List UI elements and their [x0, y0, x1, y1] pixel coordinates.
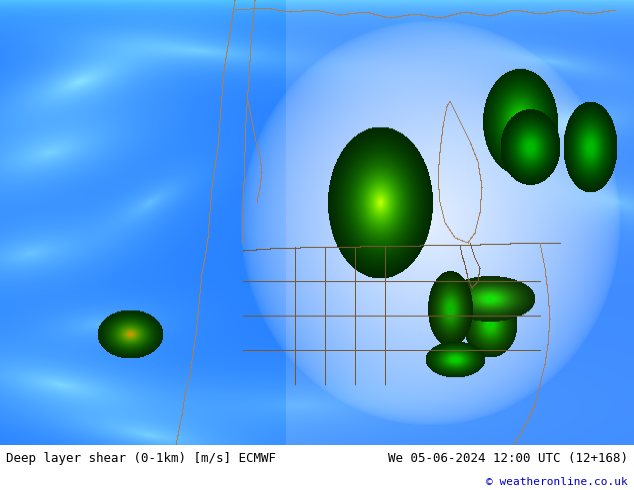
- Text: © weatheronline.co.uk: © weatheronline.co.uk: [486, 477, 628, 487]
- Text: We 05-06-2024 12:00 UTC (12+168): We 05-06-2024 12:00 UTC (12+168): [387, 452, 628, 465]
- Text: Deep layer shear (0-1km) [m/s] ECMWF: Deep layer shear (0-1km) [m/s] ECMWF: [6, 452, 276, 465]
